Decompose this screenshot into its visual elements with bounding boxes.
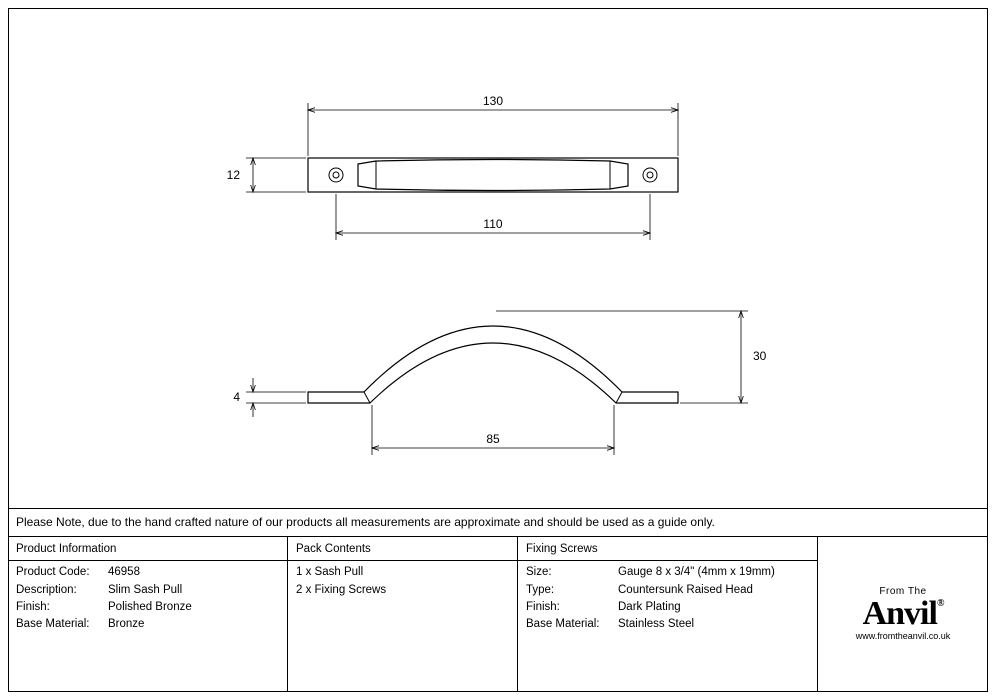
fixing-screws-col: Fixing Screws Size:Gauge 8 x 3/4" (4mm x… [518, 537, 818, 692]
logo-url: www.fromtheanvil.co.uk [856, 630, 951, 644]
technical-drawing: 130 12 110 30 4 [8, 8, 988, 508]
table-row: Base Material:Bronze [16, 616, 279, 633]
dim-label-30: 30 [753, 349, 767, 363]
list-item: 2 x Fixing Screws [296, 582, 509, 599]
dim-12: 12 [227, 158, 306, 192]
dim-30: 30 [496, 311, 767, 403]
table-row: Size:Gauge 8 x 3/4" (4mm x 19mm) [526, 564, 809, 581]
dim-label-130: 130 [483, 94, 503, 108]
table-row: Type:Countersunk Raised Head [526, 582, 809, 599]
side-view [308, 326, 678, 403]
table-row: Description:Slim Sash Pull [16, 582, 279, 599]
fixing-screws-header: Fixing Screws [518, 541, 817, 561]
table-row: Base Material:Stainless Steel [526, 616, 809, 633]
product-info-header: Product Information [8, 541, 287, 561]
list-item: 1 x Sash Pull [296, 564, 509, 581]
table-row: Finish:Dark Plating [526, 599, 809, 616]
top-view [308, 158, 678, 192]
logo-col: From The Anvil® www.fromtheanvil.co.uk [818, 537, 988, 692]
dim-85: 85 [372, 405, 614, 455]
disclaimer-text: Please Note, due to the hand crafted nat… [16, 515, 715, 529]
info-table: Product Information Product Code:46958 D… [8, 536, 988, 692]
dim-label-85: 85 [486, 432, 500, 446]
product-info-col: Product Information Product Code:46958 D… [8, 537, 288, 692]
anvil-logo: Anvil® [863, 599, 944, 630]
table-row: Product Code:46958 [16, 564, 279, 581]
dim-4: 4 [233, 378, 306, 417]
dim-110: 110 [336, 194, 650, 240]
dim-label-12: 12 [227, 168, 241, 182]
disclaimer-note: Please Note, due to the hand crafted nat… [8, 508, 988, 536]
dim-130: 130 [308, 94, 678, 156]
table-row: Finish:Polished Bronze [16, 599, 279, 616]
pack-contents-col: Pack Contents 1 x Sash Pull 2 x Fixing S… [288, 537, 518, 692]
dim-label-110: 110 [483, 217, 502, 231]
dim-label-4: 4 [233, 390, 240, 404]
pack-contents-header: Pack Contents [288, 541, 517, 561]
